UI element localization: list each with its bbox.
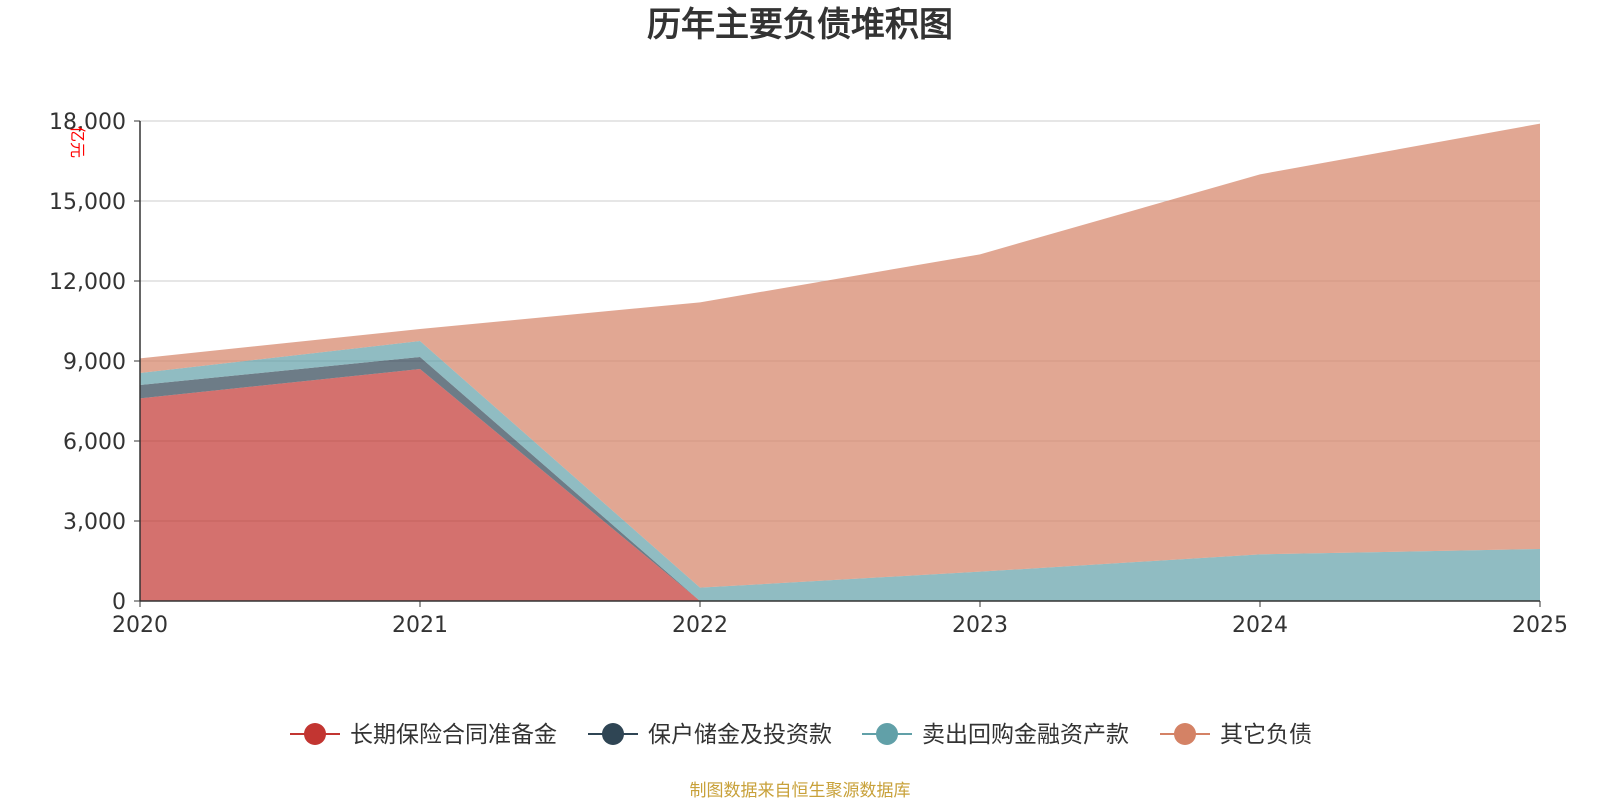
legend-item-2[interactable]: 保户储金及投资款 [588, 722, 832, 748]
y-tick-label: 12,000 [49, 270, 126, 295]
x-tick-label: 2025 [1512, 613, 1568, 638]
y-tick-label: 3,000 [63, 510, 126, 535]
x-tick-label: 2021 [392, 613, 448, 638]
area-series-4[interactable] [140, 123, 1540, 588]
area-series-3[interactable] [140, 341, 1540, 601]
legend-marker [1174, 723, 1196, 745]
x-tick-label: 2024 [1232, 613, 1288, 638]
legend-marker [304, 723, 326, 745]
axes: 0 3,000 6,000 9,000 12,000 15,000 18,000 2020 20… [49, 110, 1568, 638]
plot-area [140, 123, 1540, 601]
y-tick-label: 6,000 [63, 430, 126, 455]
x-tick-label: 2022 [672, 613, 728, 638]
legend-item-1[interactable]: 长期保险合同准备金 [290, 722, 557, 748]
y-tick-label: 0 [112, 590, 126, 615]
y-tick-label: 18,000 [49, 110, 126, 135]
chart-title: 历年主要负债堆积图 [647, 5, 953, 45]
x-tick-label: 2023 [952, 613, 1008, 638]
legend-marker [602, 723, 624, 745]
legend-label: 保户储金及投资款 [648, 722, 832, 748]
legend-item-3[interactable]: 卖出回购金融资产款 [862, 722, 1129, 748]
legend-item-4[interactable]: 其它负债 [1160, 722, 1312, 748]
y-tick-label: 15,000 [49, 190, 126, 215]
source-note: 制图数据来自恒生聚源数据库 [690, 781, 911, 800]
y-tick-label: 9,000 [63, 350, 126, 375]
legend-label: 长期保险合同准备金 [350, 722, 557, 748]
y-unit-label: 亿元 [68, 126, 87, 158]
legend-marker [876, 723, 898, 745]
x-tick-label: 2020 [112, 613, 168, 638]
legend-label: 其它负债 [1220, 722, 1312, 748]
legend-label: 卖出回购金融资产款 [922, 722, 1129, 748]
legend[interactable]: 长期保险合同准备金 保户储金及投资款 卖出回购金融资产款 其它负债 [290, 722, 1312, 748]
